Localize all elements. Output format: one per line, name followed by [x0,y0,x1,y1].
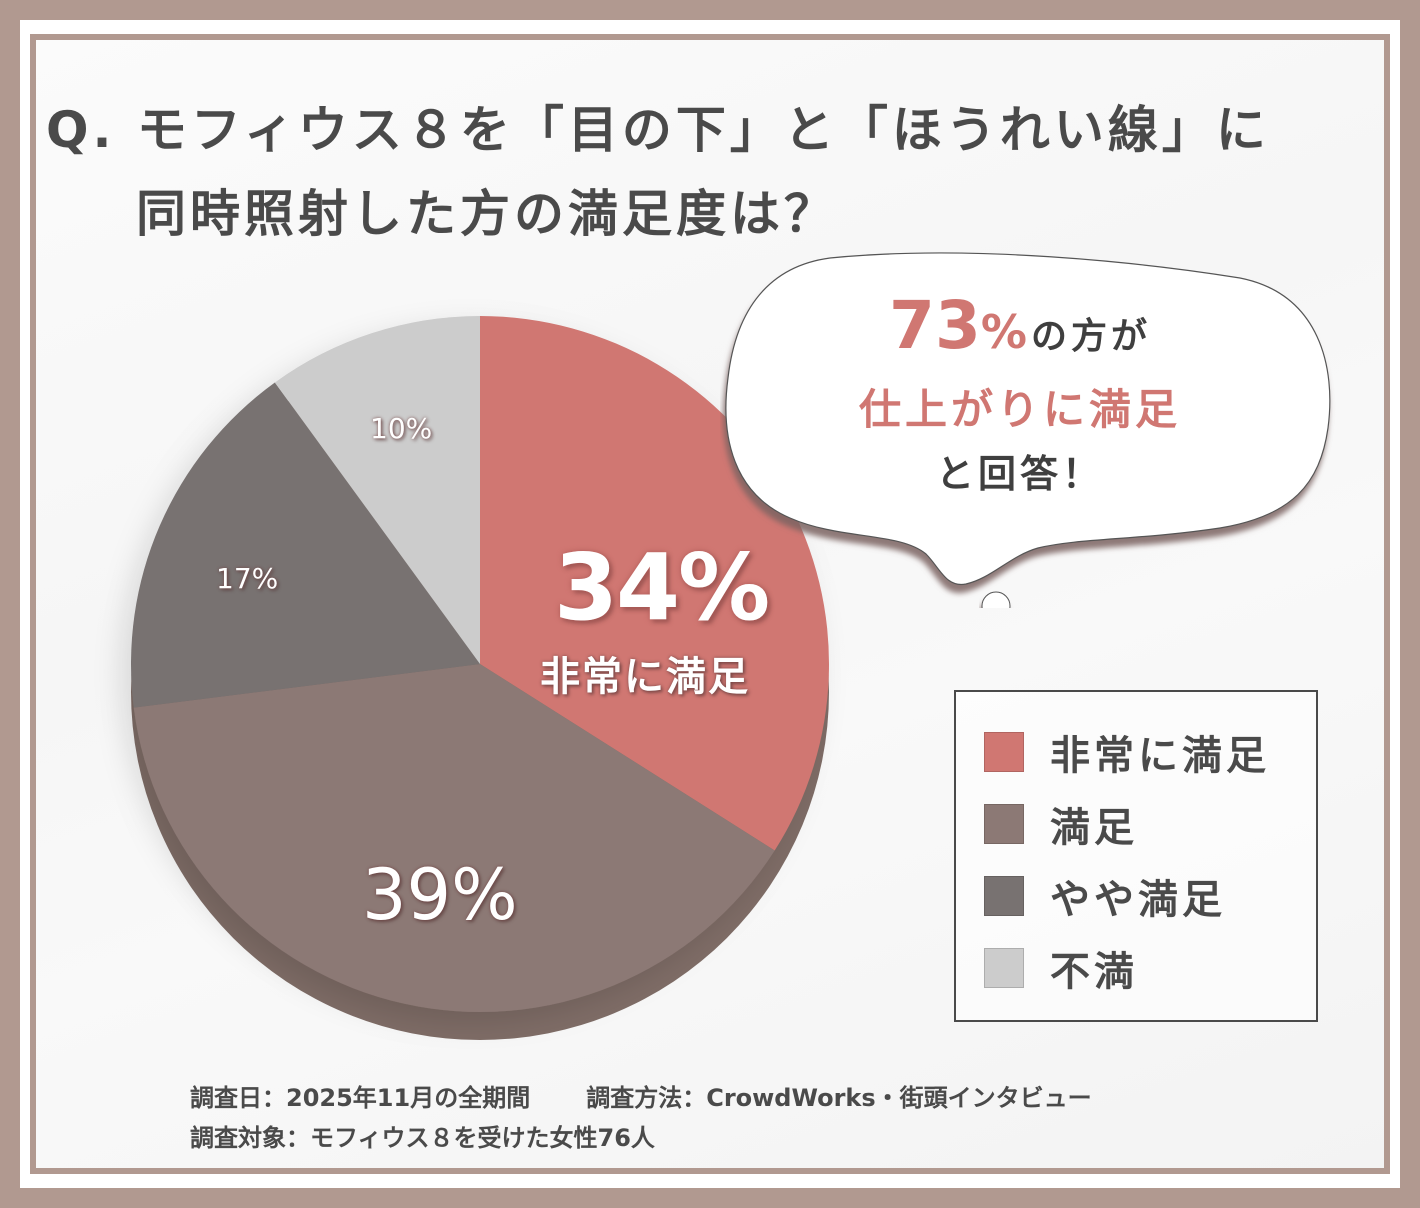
legend-item-dissatisfied: 不満 [984,948,1138,995]
legend-swatch-somewhat-satisfied [984,876,1024,916]
bubble-line-3: と回答！ [935,452,1104,496]
survey-date: 調査日：2025年11月の全期間 [190,1084,531,1112]
legend-item-very-satisfied: 非常に満足 [984,732,1270,779]
highlight-percent: % [980,305,1031,359]
bubble-message: 73%の方が 仕上がりに満足 と回答！ [720,286,1320,505]
title-line-1: Q. モフィウス８を「目の下」と「ほうれい線」に [46,101,1270,159]
chart-legend: 非常に満足 満足 やや満足 不満 [954,690,1318,1022]
slice-label-somewhat-value: 17% [216,562,279,595]
legend-label: 不満 [1050,949,1138,995]
highlight-number: 73 [889,287,981,364]
pie-slice-somewhat-satisfied [131,382,480,708]
legend-swatch-very-satisfied [984,732,1024,772]
pie-slice-dissatisfied [274,316,480,664]
title-line-2: 同時照射した方の満足度は？ [136,185,838,243]
bubble-line-2: 仕上がりに満足 [858,385,1181,434]
infographic-panel: Q. モフィウス８を「目の下」と「ほうれい線」に 同時照射した方の満足度は？ 3… [36,40,1384,1168]
bubble-line-1-suffix: の方が [1030,316,1151,357]
footer-line-1: 調査日：2025年11月の全期間 調査方法：CrowdWorks・街頭インタビュー [190,1078,1092,1118]
legend-item-somewhat-satisfied: やや満足 [984,876,1226,923]
speech-bubble-body [725,252,1331,586]
bubble-line-1: 73%の方が [720,286,1320,377]
survey-footer: 調査日：2025年11月の全期間 調査方法：CrowdWorks・街頭インタビュー… [190,1078,1092,1158]
legend-swatch-dissatisfied [984,948,1024,988]
thought-bubble [725,252,1331,608]
slice-label-very-satisfied-text: 非常に満足 [540,654,750,700]
legend-label: 非常に満足 [1050,733,1270,779]
slice-label-satisfied-value: 39% [362,854,518,936]
legend-item-satisfied: 満足 [984,804,1138,851]
pie-slice-satisfied [133,664,775,1013]
bubble-dot-large [981,591,1011,608]
survey-target: 調査対象：モフィウス８を受けた女性76人 [190,1124,655,1152]
legend-label: 満足 [1050,805,1138,851]
legend-swatch-satisfied [984,804,1024,844]
page-title: Q. モフィウス８を「目の下」と「ほうれい線」に 同時照射した方の満足度は？ [46,88,1270,256]
slice-label-very-satisfied-value: 34% [554,534,770,641]
legend-label: やや満足 [1050,877,1226,923]
slice-label-dissatisfied-value: 10% [370,412,433,445]
survey-method: 調査方法：CrowdWorks・街頭インタビュー [586,1084,1092,1112]
